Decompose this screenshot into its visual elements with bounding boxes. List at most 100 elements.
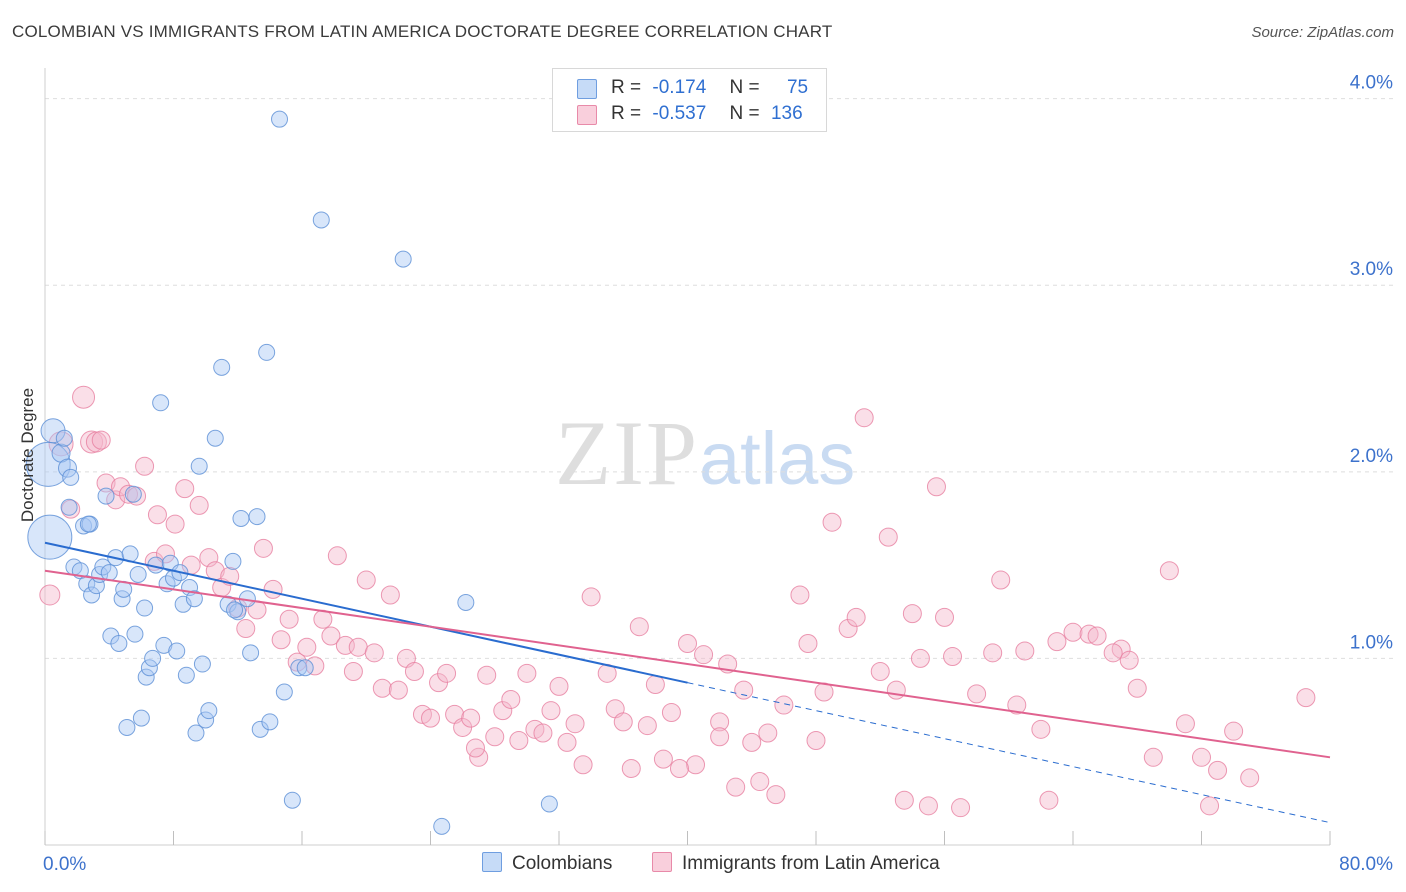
immigrant-point bbox=[356, 570, 376, 590]
immigrant-point bbox=[297, 637, 317, 657]
immigrant-point bbox=[573, 755, 593, 775]
colombian-point bbox=[168, 642, 186, 660]
immigrant-point bbox=[726, 777, 746, 797]
immigrant-point bbox=[1224, 721, 1244, 741]
colombian-point bbox=[248, 508, 266, 526]
colombian-point bbox=[136, 599, 154, 617]
immigrant-point bbox=[327, 546, 347, 566]
immigrant-point bbox=[1143, 747, 1163, 767]
immigrant-point bbox=[766, 785, 786, 805]
immigrant-point bbox=[798, 633, 818, 653]
immigrant-point bbox=[870, 661, 890, 681]
y-tick-label: 4.0% bbox=[1350, 73, 1393, 94]
colombian-point bbox=[540, 795, 558, 813]
immigrant-point bbox=[967, 684, 987, 704]
immigrant-point bbox=[135, 456, 155, 476]
immigrant-point bbox=[421, 708, 440, 728]
bottom-legend-colombians: Colombians bbox=[482, 852, 612, 875]
immigrant-point bbox=[557, 732, 577, 752]
immigrant-point bbox=[80, 430, 104, 454]
immigrant-point bbox=[1175, 714, 1195, 734]
immigrant-point bbox=[806, 731, 826, 751]
immigrant-point bbox=[637, 716, 657, 736]
immigrant-point bbox=[694, 645, 714, 665]
immigrant-point bbox=[321, 626, 341, 646]
immigrant-point bbox=[437, 663, 457, 683]
immigrant-point bbox=[686, 755, 706, 775]
colombian-point bbox=[271, 110, 289, 128]
colombian-point bbox=[94, 558, 112, 576]
colombian-point bbox=[206, 429, 224, 447]
legend-r-value: -0.174 bbox=[652, 77, 707, 98]
legend-r-value: -0.537 bbox=[652, 103, 707, 124]
legend-r-label: R = bbox=[611, 103, 642, 124]
immigrant-point bbox=[750, 772, 770, 792]
immigrant-point bbox=[822, 512, 842, 532]
immigrant-point bbox=[253, 538, 273, 558]
colombian-point bbox=[144, 649, 162, 667]
immigrant-point bbox=[846, 607, 866, 627]
colombian-point bbox=[57, 458, 77, 478]
immigrant-point bbox=[710, 727, 730, 747]
immigrant-point bbox=[1007, 695, 1027, 715]
colombian-point bbox=[185, 590, 203, 608]
immigrant-point bbox=[669, 759, 689, 778]
colombian-point bbox=[55, 429, 73, 447]
colombian-point bbox=[275, 683, 293, 701]
immigrant-point bbox=[364, 643, 384, 663]
immigrant-point bbox=[951, 798, 971, 818]
colombian-point bbox=[296, 659, 314, 677]
immigrant-point bbox=[465, 738, 485, 758]
colombian-point bbox=[261, 713, 279, 731]
colombian-point bbox=[129, 565, 147, 583]
legend-swatch-pink bbox=[577, 105, 597, 125]
immigrant-point bbox=[541, 701, 561, 721]
immigrant-point bbox=[645, 675, 665, 695]
colombian-point bbox=[83, 586, 101, 604]
immigrant-point bbox=[1087, 626, 1107, 646]
colombian-point bbox=[283, 791, 301, 809]
colombian-point bbox=[394, 250, 412, 268]
immigrant-point bbox=[678, 633, 697, 653]
colombian-point bbox=[226, 601, 244, 619]
immigrant-point bbox=[372, 678, 392, 698]
colombian-point bbox=[140, 659, 158, 677]
immigrant-point bbox=[485, 727, 505, 747]
immigrant-point bbox=[653, 749, 673, 769]
immigrant-point bbox=[613, 712, 633, 732]
immigrant-point bbox=[279, 609, 299, 629]
immigrant-point bbox=[91, 430, 111, 450]
colombian-point bbox=[152, 394, 170, 412]
colombian-point bbox=[177, 666, 195, 684]
legend-r-label: R = bbox=[611, 77, 642, 98]
colombian-point bbox=[155, 636, 173, 654]
immigrant-point bbox=[918, 796, 938, 816]
immigrant-point bbox=[380, 585, 400, 605]
immigrant-point bbox=[236, 619, 256, 639]
immigrant-point bbox=[501, 689, 521, 709]
immigrant-point bbox=[343, 661, 363, 681]
bottom-legend-label: Colombians bbox=[512, 853, 613, 874]
colombian-point bbox=[62, 468, 80, 486]
colombian-point bbox=[187, 724, 205, 742]
immigrant-point bbox=[565, 714, 585, 734]
immigrant-point bbox=[1103, 643, 1123, 663]
immigrant-point bbox=[902, 604, 922, 624]
immigrant-point bbox=[774, 695, 794, 715]
legend-n-value: 75 bbox=[786, 77, 809, 98]
colombian-point bbox=[40, 418, 66, 444]
immigrant-point bbox=[710, 712, 730, 732]
immigrant-point bbox=[189, 495, 209, 515]
chart-source: Source: ZipAtlas.com bbox=[1251, 24, 1394, 41]
immigrant-point bbox=[175, 479, 195, 499]
immigrant-point bbox=[943, 647, 963, 667]
immigrant-point bbox=[935, 607, 954, 627]
immigrant-point bbox=[1127, 678, 1147, 698]
bottom-legend-immigrants: Immigrants from Latin America bbox=[652, 852, 940, 875]
legend-swatch-blue bbox=[577, 79, 597, 99]
immigrant-point bbox=[517, 663, 537, 683]
immigrant-point bbox=[886, 680, 906, 700]
colombian-point bbox=[110, 634, 128, 652]
immigrant-point bbox=[742, 732, 762, 752]
